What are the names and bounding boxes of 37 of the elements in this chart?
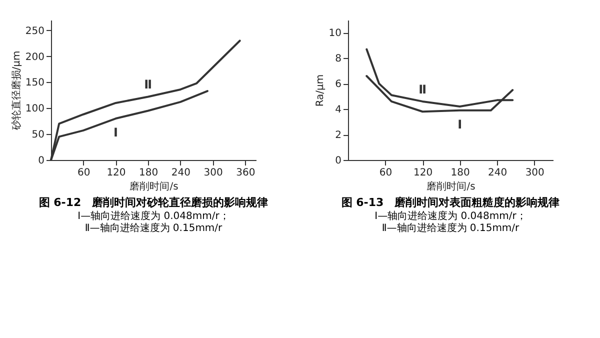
text: 图 6-12 磨削时间对砂轮直径磨损的影响规律 (38, 196, 268, 209)
y-axis-title: 砂轮直径磨损/μm (10, 50, 22, 132)
y-tick-label: 0 (38, 156, 44, 166)
y-tick-label: 6 (335, 79, 342, 90)
x-tick-label: 120 (106, 168, 126, 178)
series-label: Ⅰ (114, 126, 118, 140)
series-label: Ⅱ (418, 82, 426, 96)
text: Ⅰ—轴向进给速度为 0.048mm/r； (78, 210, 230, 222)
y-tick-label: 2 (335, 130, 342, 142)
x-tick-label: 60 (78, 168, 90, 178)
x-tick-label: 120 (414, 168, 433, 178)
x-tick-label: 60 (379, 168, 392, 178)
text: 图 6-13 磨削时间对表面粗糙度的影响规律 (341, 196, 560, 209)
x-tick-label: 360 (236, 168, 256, 178)
series-label: Ⅱ (144, 78, 152, 92)
y-tick-label: 250 (25, 26, 44, 37)
series-label: Ⅰ (458, 117, 462, 132)
y-axis-title: Ra/μm (314, 74, 326, 107)
text: Ⅱ—轴向进给速度为 0.15mm/r (382, 222, 520, 234)
x-tick-label: 300 (525, 168, 544, 178)
x-axis-title: 磨削时间/s (130, 180, 178, 192)
y-tick-label: 8 (335, 54, 342, 65)
x-tick-label: 240 (488, 168, 508, 178)
x-tick-label: 240 (171, 168, 191, 178)
x-tick-label: 180 (139, 168, 158, 178)
x-axis-title: 磨削时间/s (426, 180, 476, 192)
text: Ⅰ—轴向进给速度为 0.048mm/r； (374, 210, 526, 222)
text: Ⅱ—轴向进给速度为 0.15mm/r (84, 222, 224, 234)
y-tick-label: 4 (335, 104, 342, 116)
y-tick-label: 100 (25, 104, 44, 115)
y-tick-label: 150 (25, 78, 44, 89)
x-tick-label: 180 (450, 168, 470, 178)
y-tick-label: 50 (32, 130, 44, 141)
y-tick-label: 0 (335, 156, 342, 166)
x-tick-label: 300 (204, 168, 223, 178)
y-tick-label: 10 (328, 28, 342, 40)
y-tick-label: 200 (25, 52, 44, 63)
